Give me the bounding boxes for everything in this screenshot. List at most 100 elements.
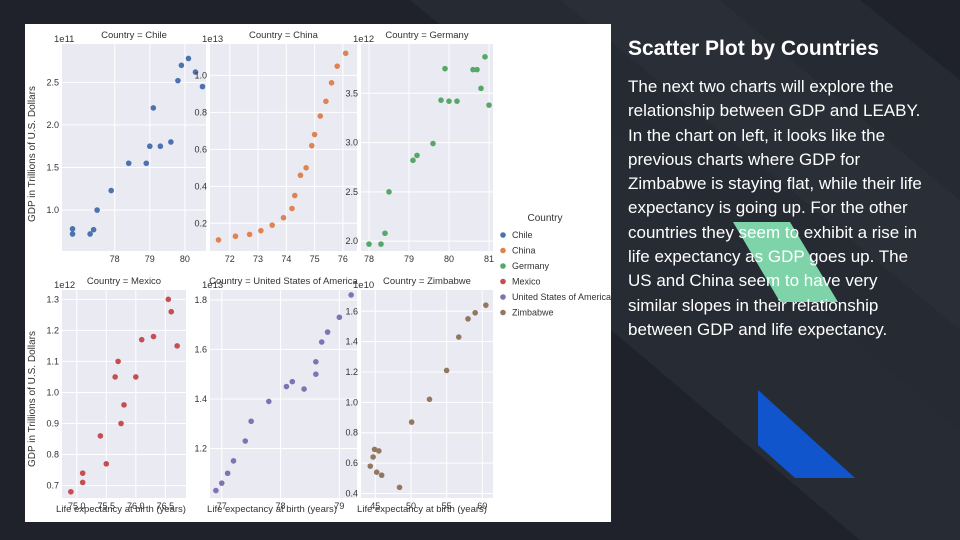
x-tick-label: 78 — [276, 501, 286, 511]
data-point — [323, 98, 329, 105]
legend-label-germany: Germany — [512, 261, 550, 271]
data-point — [97, 433, 104, 439]
y-tick-label: 1.2 — [345, 367, 358, 377]
data-point — [478, 85, 484, 92]
x-tick-label: 74 — [281, 254, 291, 264]
y-tick-label: 1.6 — [194, 344, 207, 354]
accent-blue-stripe — [758, 390, 855, 478]
y-tick-label: 0.9 — [46, 418, 59, 428]
x-tick-label: 76.5 — [157, 501, 175, 511]
x-tick-label: 79 — [334, 501, 344, 511]
data-point — [115, 358, 121, 365]
data-point — [138, 336, 145, 343]
plot-area — [361, 290, 493, 498]
x-tick-label: 79 — [145, 254, 155, 264]
y-tick-label: 2.0 — [345, 236, 358, 246]
data-point — [410, 157, 416, 164]
data-point — [303, 165, 309, 171]
data-point — [157, 143, 164, 150]
data-point — [168, 139, 174, 145]
x-tick-label: 77 — [217, 501, 227, 511]
y-tick-label: 0.8 — [194, 107, 207, 117]
data-point — [90, 226, 97, 233]
data-point — [308, 142, 315, 149]
data-point — [292, 192, 298, 199]
data-point — [446, 98, 452, 104]
data-point — [133, 374, 139, 380]
data-point — [301, 386, 307, 392]
data-point — [317, 113, 324, 119]
y-tick-label: 1.0 — [46, 205, 59, 215]
data-point — [103, 461, 110, 467]
legend-title: Country — [527, 213, 562, 224]
y-tick-label: 1.0 — [46, 387, 59, 397]
x-tick-label: 45 — [370, 501, 380, 511]
data-point — [376, 448, 382, 454]
x-tick-label: 50 — [406, 501, 416, 511]
data-point — [280, 214, 287, 221]
plot-area — [210, 290, 357, 498]
data-point — [118, 420, 124, 427]
data-point — [213, 487, 219, 494]
y-tick-label: 1.4 — [194, 394, 207, 404]
data-point — [382, 230, 388, 237]
y-tick-label: 1.0 — [194, 70, 207, 80]
data-point — [147, 143, 153, 150]
data-point — [266, 398, 272, 405]
data-point — [289, 205, 295, 212]
data-point — [174, 343, 180, 349]
y-tick-label: 2.5 — [46, 77, 59, 87]
facet-mexico: 75.0 75.5 76.0 76.5 0.7 0.8 0.9 1.0 1.1 1.2 1.3 1e1… — [46, 276, 186, 511]
data-point — [443, 367, 450, 374]
facet-germany: 78 79 80 81 2.0 2.5 3.0 3.5 1e12 Country = German… — [345, 30, 494, 264]
data-point — [426, 396, 433, 403]
ylabel-top: GDP in Trillions of U.S. Dollars — [27, 86, 38, 222]
y-tick-label: 2.5 — [345, 187, 358, 197]
y-exponent-label: 1e13 — [202, 34, 223, 45]
data-point — [297, 172, 304, 179]
legend-marker-chile — [500, 232, 506, 238]
x-tick-label: 80 — [180, 254, 190, 264]
data-point — [232, 233, 239, 240]
data-point — [289, 378, 296, 385]
legend-marker-united-states-of-america — [500, 294, 506, 300]
chart-panel: GDP in Trillions of U.S. Dollars GDP in … — [25, 24, 611, 522]
x-tick-label: 75.5 — [98, 501, 116, 511]
y-tick-label: 1.2 — [46, 325, 59, 335]
data-point — [414, 152, 420, 159]
data-point — [373, 469, 380, 475]
legend-marker-germany — [500, 263, 506, 269]
x-tick-label: 78 — [110, 254, 120, 264]
data-point — [112, 374, 118, 380]
data-point — [125, 160, 132, 167]
y-exponent-label: 1e11 — [54, 34, 74, 45]
legend-label-china: China — [512, 246, 536, 256]
data-point — [328, 80, 335, 86]
data-point — [168, 308, 175, 315]
data-point — [442, 65, 448, 72]
x-tick-label: 72 — [225, 254, 235, 264]
data-point — [150, 333, 157, 340]
data-point — [258, 227, 264, 234]
y-exponent-label: 1e12 — [353, 34, 374, 45]
data-point — [324, 329, 331, 335]
data-point — [68, 488, 74, 495]
data-point — [143, 160, 150, 167]
y-tick-label: 0.6 — [345, 458, 358, 468]
data-point — [311, 131, 318, 138]
data-point — [334, 63, 341, 69]
y-tick-label: 0.4 — [345, 488, 358, 498]
data-point — [483, 302, 489, 308]
data-point — [87, 231, 93, 237]
x-tick-label: 75.0 — [68, 501, 86, 511]
legend-label-united-states-of-america: United States of America — [512, 292, 611, 302]
x-tick-label: 80 — [444, 254, 454, 264]
y-tick-label: 0.4 — [194, 181, 207, 191]
y-exponent-label: 1e12 — [54, 280, 75, 291]
y-tick-label: 1.6 — [345, 306, 358, 316]
data-point — [366, 241, 372, 247]
data-point — [367, 463, 374, 469]
data-point — [175, 77, 181, 84]
data-point — [371, 446, 378, 453]
accent-green-stripe — [733, 222, 838, 302]
